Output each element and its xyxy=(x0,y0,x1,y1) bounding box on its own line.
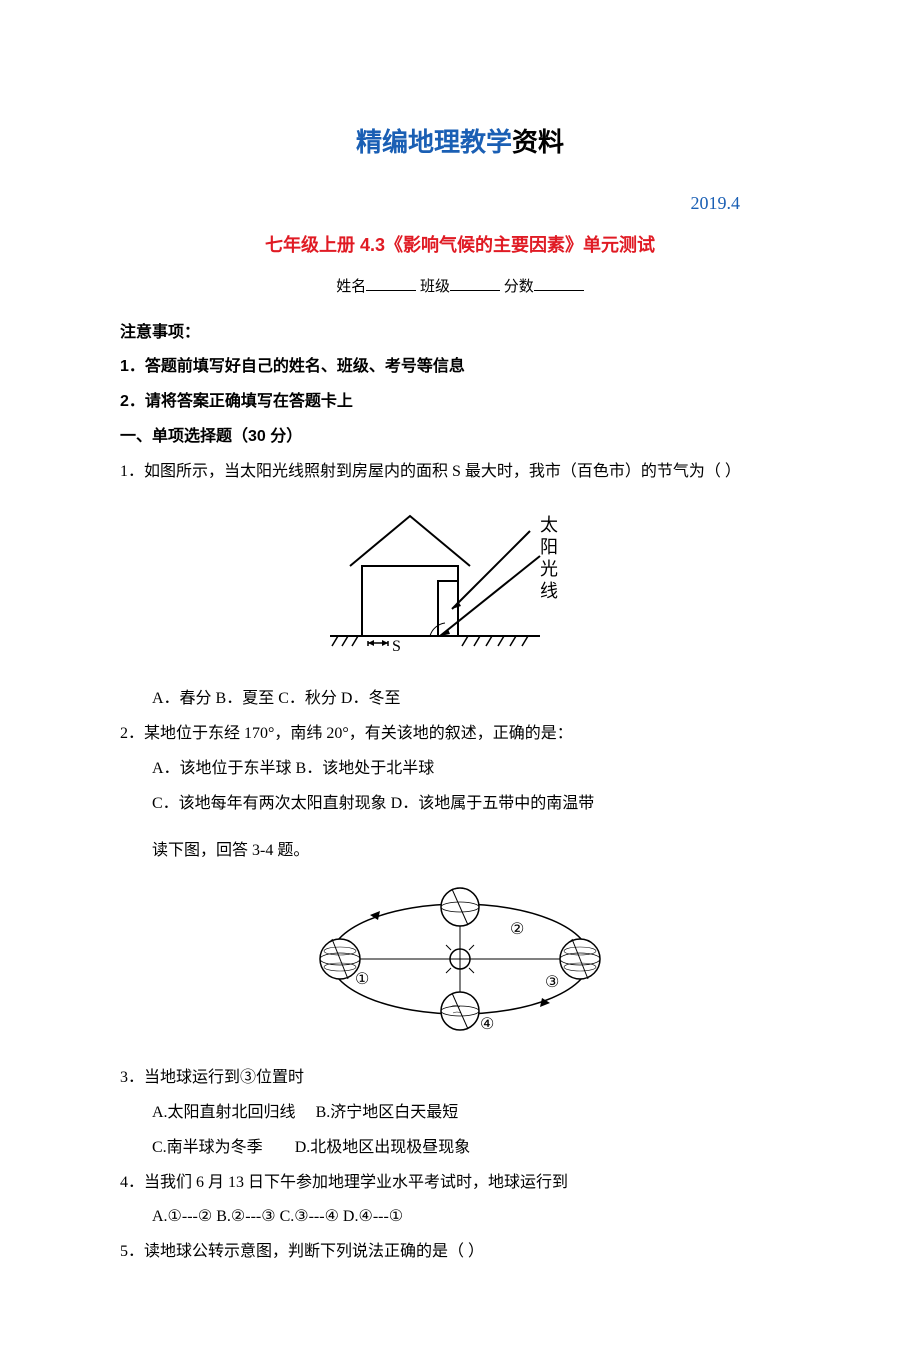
svg-text:太: 太 xyxy=(540,515,558,535)
instruction-1: 1．答题前填写好自己的姓名、班级、考号等信息 xyxy=(120,353,800,382)
q1-text: 1．如图所示，当太阳光线照射到房屋内的面积 S 最大时，我市（百色市）的节气为（… xyxy=(120,458,800,487)
svg-text:光: 光 xyxy=(540,559,558,579)
q3-text: 3．当地球运行到③位置时 xyxy=(120,1064,800,1093)
blank-score xyxy=(534,276,584,291)
q3-optA: A.太阳直射北回归线 xyxy=(152,1104,296,1121)
figure-house: S 太 阳 光 线 xyxy=(120,501,800,672)
q4-text: 4．当我们 6 月 13 日下午参加地理学业水平考试时，地球运行到 xyxy=(120,1169,800,1198)
date: 2019.4 xyxy=(120,187,800,219)
svg-text:线: 线 xyxy=(540,581,558,601)
svg-text:S: S xyxy=(392,638,401,655)
blank-class xyxy=(450,276,500,291)
label-class: 班级 xyxy=(420,279,450,295)
figure-orbit: ① ② ③ ④ xyxy=(120,879,800,1050)
section1-heading: 一、单项选择题（30 分） xyxy=(120,423,800,452)
q1-opts: A．春分 B．夏至 C．秋分 D．冬至 xyxy=(120,685,800,714)
name-line: 姓名 班级 分数 xyxy=(120,274,800,301)
q3-optsAB: A.太阳直射北回归线 B.济宁地区白天最短 xyxy=(120,1099,800,1128)
q3-optC: C.南半球为冬季 xyxy=(152,1139,263,1156)
label-score: 分数 xyxy=(504,279,534,295)
main-title: 七年级上册 4.3《影响气候的主要因素》单元测试 xyxy=(120,229,800,261)
svg-text:③: ③ xyxy=(545,974,559,991)
title-black: 资料 xyxy=(512,128,564,157)
doc-title: 精编地理教学资料 xyxy=(120,120,800,167)
q2-optCD: C．该地每年有两次太阳直射现象 D．该地属于五带中的南温带 xyxy=(120,790,800,819)
instruction-2: 2．请将答案正确填写在答题卡上 xyxy=(120,388,800,417)
q3-optD: D.北极地区出现极昼现象 xyxy=(295,1139,471,1156)
q4-opts: A.①---② B.②---③ C.③---④ D.④---① xyxy=(120,1203,800,1232)
q3-optB: B.济宁地区白天最短 xyxy=(316,1104,459,1121)
svg-text:阳: 阳 xyxy=(540,537,558,557)
q2-optAB: A．该地位于东半球 B．该地处于北半球 xyxy=(120,755,800,784)
label-name: 姓名 xyxy=(336,279,366,295)
title-blue: 精编地理教学 xyxy=(356,128,512,157)
q3-optsCD: C.南半球为冬季 D.北极地区出现极昼现象 xyxy=(120,1134,800,1163)
orbit-diagram-icon: ① ② ③ ④ xyxy=(310,879,610,1039)
svg-text:①: ① xyxy=(355,971,369,988)
svg-text:②: ② xyxy=(510,921,524,938)
blank-name xyxy=(366,276,416,291)
house-diagram-icon: S 太 阳 光 线 xyxy=(330,501,590,661)
instructions-heading: 注意事项： xyxy=(120,319,800,348)
svg-text:④: ④ xyxy=(480,1016,494,1033)
q5-text: 5．读地球公转示意图，判断下列说法正确的是（ ） xyxy=(120,1238,800,1267)
q2-text: 2．某地位于东经 170°，南纬 20°，有关该地的叙述，正确的是： xyxy=(120,720,800,749)
q34-intro: 读下图，回答 3-4 题。 xyxy=(120,837,800,866)
q34-intro-text: 读下图，回答 3-4 题。 xyxy=(120,842,309,859)
